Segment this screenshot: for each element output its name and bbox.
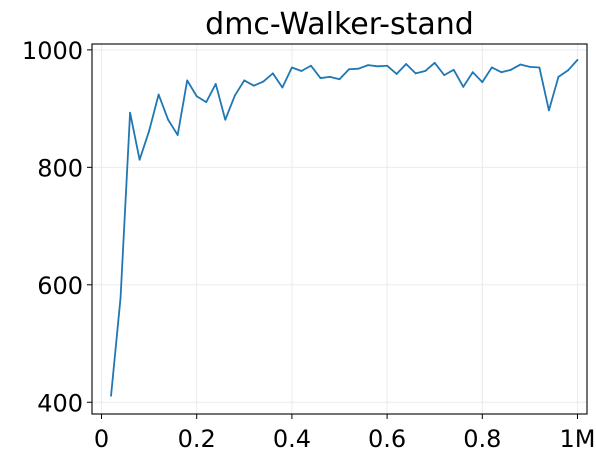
y-tick-label: 800 <box>37 154 83 182</box>
x-tick-label: 0 <box>94 425 109 453</box>
data-point <box>424 70 427 72</box>
data-point <box>214 83 217 85</box>
y-axis: 400 600 800 1000 <box>22 37 92 417</box>
data-point <box>509 68 512 71</box>
data-point <box>176 134 179 136</box>
data-point <box>252 84 255 87</box>
y-tick-label: 600 <box>37 272 83 300</box>
data-point <box>348 68 350 71</box>
data-point <box>481 81 484 84</box>
y-tick-label: 400 <box>37 389 83 417</box>
data-point <box>500 71 503 74</box>
data-point <box>300 70 303 72</box>
data-point <box>528 66 531 68</box>
chart-title: dmc-Walker-stand <box>205 7 474 42</box>
data-point <box>186 79 189 82</box>
data-point <box>224 118 227 121</box>
data-point <box>110 394 112 397</box>
data-point <box>281 86 284 89</box>
data-point <box>395 73 398 75</box>
data-point <box>233 94 236 97</box>
x-axis: 0 0.2 0.4 0.6 0.8 1M <box>94 414 595 453</box>
data-point <box>452 68 455 71</box>
x-tick-label: 0.4 <box>273 425 311 453</box>
data-point <box>148 130 151 132</box>
data-point <box>138 158 141 161</box>
x-tick-label: 1M <box>559 425 595 453</box>
data-point <box>548 109 550 112</box>
data-point <box>195 95 198 98</box>
data-point <box>338 78 341 81</box>
data-point <box>376 65 379 68</box>
y-tick-label: 1000 <box>22 37 83 65</box>
data-point <box>357 67 360 70</box>
data-point <box>243 79 246 82</box>
data-point <box>157 93 160 96</box>
x-tick-label: 0.8 <box>463 425 501 453</box>
data-point <box>262 80 265 83</box>
data-point <box>405 63 408 65</box>
data-point <box>576 58 579 61</box>
data-point <box>119 296 122 299</box>
data-point <box>443 74 446 77</box>
x-tick-label: 0.6 <box>368 425 406 453</box>
data-point <box>205 101 208 104</box>
data-point <box>367 64 369 67</box>
data-point <box>471 71 474 74</box>
data-point <box>519 63 522 66</box>
data-point <box>490 66 493 69</box>
data-point <box>310 64 312 67</box>
data-point <box>433 61 436 64</box>
data-point <box>414 72 417 75</box>
data-point <box>557 75 560 78</box>
series-layer <box>110 58 579 397</box>
grid-lines <box>92 44 587 414</box>
data-point <box>329 75 331 78</box>
data-point <box>167 118 170 121</box>
data-point <box>538 66 541 69</box>
data-point <box>129 111 131 114</box>
plot-frame <box>91 43 588 415</box>
data-point <box>462 85 465 88</box>
data-point <box>567 69 569 72</box>
data-point <box>271 72 274 75</box>
x-tick-label: 0.2 <box>178 425 216 453</box>
series-line <box>110 59 579 396</box>
data-point <box>386 64 388 67</box>
data-point <box>319 77 322 79</box>
data-point <box>291 66 293 69</box>
